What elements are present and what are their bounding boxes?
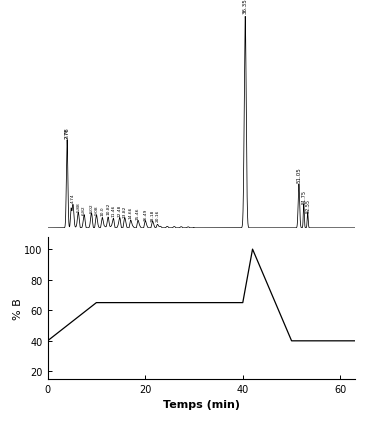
Text: 6.82: 6.82 [82,204,86,214]
Text: 8.02: 8.02 [90,203,93,213]
Text: 14.66: 14.66 [128,206,132,219]
Text: 9.08: 9.08 [94,204,98,214]
Text: 36.35: 36.35 [243,0,248,14]
Text: 2.78: 2.78 [65,128,69,137]
Text: 11.46: 11.46 [112,204,115,217]
Text: 51.05: 51.05 [296,167,301,182]
Text: 20.16: 20.16 [156,209,159,222]
Text: 12.48: 12.48 [118,204,122,217]
Text: 52.55: 52.55 [305,198,310,212]
Text: 4.74: 4.74 [71,193,75,202]
Text: 15.46: 15.46 [136,207,140,219]
Text: 5.88: 5.88 [76,201,80,211]
Text: 16.49: 16.49 [143,208,147,220]
Text: 10.82: 10.82 [106,202,110,214]
Text: 13.82: 13.82 [123,205,127,218]
Text: 2.78: 2.78 [65,127,70,138]
X-axis label: Temps (min): Temps (min) [163,400,240,409]
Y-axis label: % B: % B [13,297,23,319]
Text: 18.18: 18.18 [150,209,154,221]
Text: 51.75: 51.75 [301,189,306,203]
Text: 10.0: 10.0 [100,206,104,216]
